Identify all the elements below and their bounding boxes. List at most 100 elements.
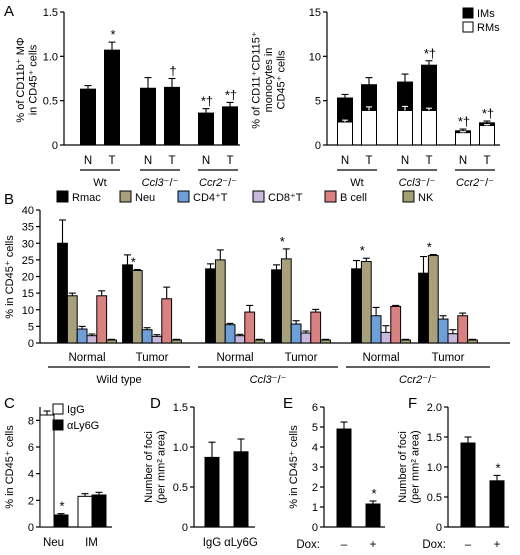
e-bar [336,428,352,528]
a2-bar-rms [479,124,495,146]
b-y-tick-label: 5 [28,321,34,333]
a1-x-tick-label: N [144,155,152,167]
e-y-label: % in CD45⁺ cells [288,425,300,509]
f-x-prefix-label: Dox: [422,539,446,551]
b-bar-0 [57,242,68,344]
c-legend-label-igg: IgG [67,404,85,416]
d-y-tick-label: 0 [182,522,188,534]
e-x-tick-label: – [341,539,348,551]
a1-x-tick-label: T [108,155,115,167]
f-y-label: Number of foci [397,431,409,503]
b-x-tick-label: Normal [68,352,105,364]
a1-significance-mark: *† [225,87,237,102]
a2-x-tick-label: T [365,155,372,167]
b-bar-2 [76,328,88,344]
b-y-tick-label: 30 [22,238,34,250]
b-x-tick-label: Normal [362,352,399,364]
b-bar-1 [214,259,226,344]
a2-y-tick-label: 15 [309,7,321,19]
b-group-label: Ccl3⁻/⁻ [250,374,287,386]
b-group-label: Ccr2⁻/⁻ [399,374,437,386]
b-bar-3 [380,331,392,344]
f-y-label: (per mm² area) [409,430,421,503]
a1-x-tick-label: N [202,155,210,167]
b-bar-2 [290,323,302,344]
d-bar [204,456,220,528]
a2-y-label: monocytes in [263,48,275,113]
a2-y-tick-label: 10 [309,51,321,63]
e-y-tick-label: 1 [312,502,318,514]
f-x-tick-label: – [465,539,472,551]
b-bar-1 [66,295,78,344]
b-significance-mark: * [131,255,136,270]
c-y-tick-label: 8 [28,415,34,427]
c-x-tick-label: Neu [43,537,64,549]
panel-letter-b: B [4,191,14,208]
d-y-label: (per mm² area) [155,430,167,503]
d-bar [233,451,249,528]
a1-x-tick-label: T [168,155,175,167]
b-bar-5 [400,339,411,344]
a1-y-label: in CD45⁺ cells [27,44,39,115]
c-significance-mark: * [59,499,64,514]
e-y-tick-label: 0 [312,522,318,534]
f-y-tick-label: 0 [436,522,442,534]
b-bar-4 [457,315,469,344]
e-bar [365,503,381,528]
b-significance-mark: * [427,240,432,255]
f-x-tick-label: + [494,539,501,551]
b-legend-label: CD8⁺T [268,192,303,204]
c-legend-swatch-igg [52,403,64,415]
a1-significance-mark: *† [201,94,213,109]
a1-bar [164,86,180,146]
b-legend-label: CD4⁺T [193,192,228,204]
d-y-tick-label: 1.0 [173,442,188,454]
a1-y-tick-label: 0 [52,140,58,152]
b-legend-label: B cell [340,192,367,204]
d-y-label: Number of foci [143,431,155,503]
b-y-tick-label: 20 [22,272,34,284]
b-legend-swatch [177,190,190,203]
b-x-tick-label: Tumor [432,352,465,364]
a1-bar [104,49,120,146]
b-group-label: Wild type [96,374,141,386]
e-y-tick-label: 5 [312,422,318,434]
c-y-label: % in CD45⁺ cells [4,425,16,509]
a2-legend-label-ims: IMs [477,8,495,20]
d-x-tick-label: IgG [203,537,222,549]
panel-letter-c: C [4,395,15,412]
f-bar [460,442,476,528]
b-bar-1 [427,255,439,344]
b-bar-1 [280,258,292,344]
b-bar-3 [86,335,98,344]
f-bar [489,480,505,528]
a2-x-tick-label: N [459,155,467,167]
b-bar-4 [161,298,173,344]
a1-bar [80,88,96,146]
a2-group-label: Ccr2⁻/⁻ [456,177,494,189]
b-bar-0 [351,268,362,344]
a2-bar-ims [337,97,353,123]
b-y-label: % in CD45⁺ cells [4,235,16,319]
a1-bar [222,106,238,146]
b-significance-mark: * [280,234,285,249]
e-x-tick-label: + [370,539,377,551]
b-bar-4 [244,311,256,344]
b-legend-label: Rmac [72,192,101,204]
c-bar-1 [91,494,107,528]
b-legend-swatch [119,190,132,203]
a2-bar-rms [397,109,413,146]
e-x-prefix-label: Dox: [296,539,320,551]
a2-bar-rms [361,109,377,146]
b-legend-label: NK [418,192,434,204]
b-bar-3 [151,335,163,344]
panel-letter-a: A [4,3,14,20]
b-y-tick-label: 10 [22,305,34,317]
f-y-tick-label: 1.5 [427,432,442,444]
a1-y-tick-label: 1.5 [43,7,58,19]
f-y-tick-label: 0.5 [427,492,442,504]
b-bar-4 [310,311,322,344]
e-significance-mark: * [371,486,376,501]
b-x-tick-label: Tumor [285,352,318,364]
